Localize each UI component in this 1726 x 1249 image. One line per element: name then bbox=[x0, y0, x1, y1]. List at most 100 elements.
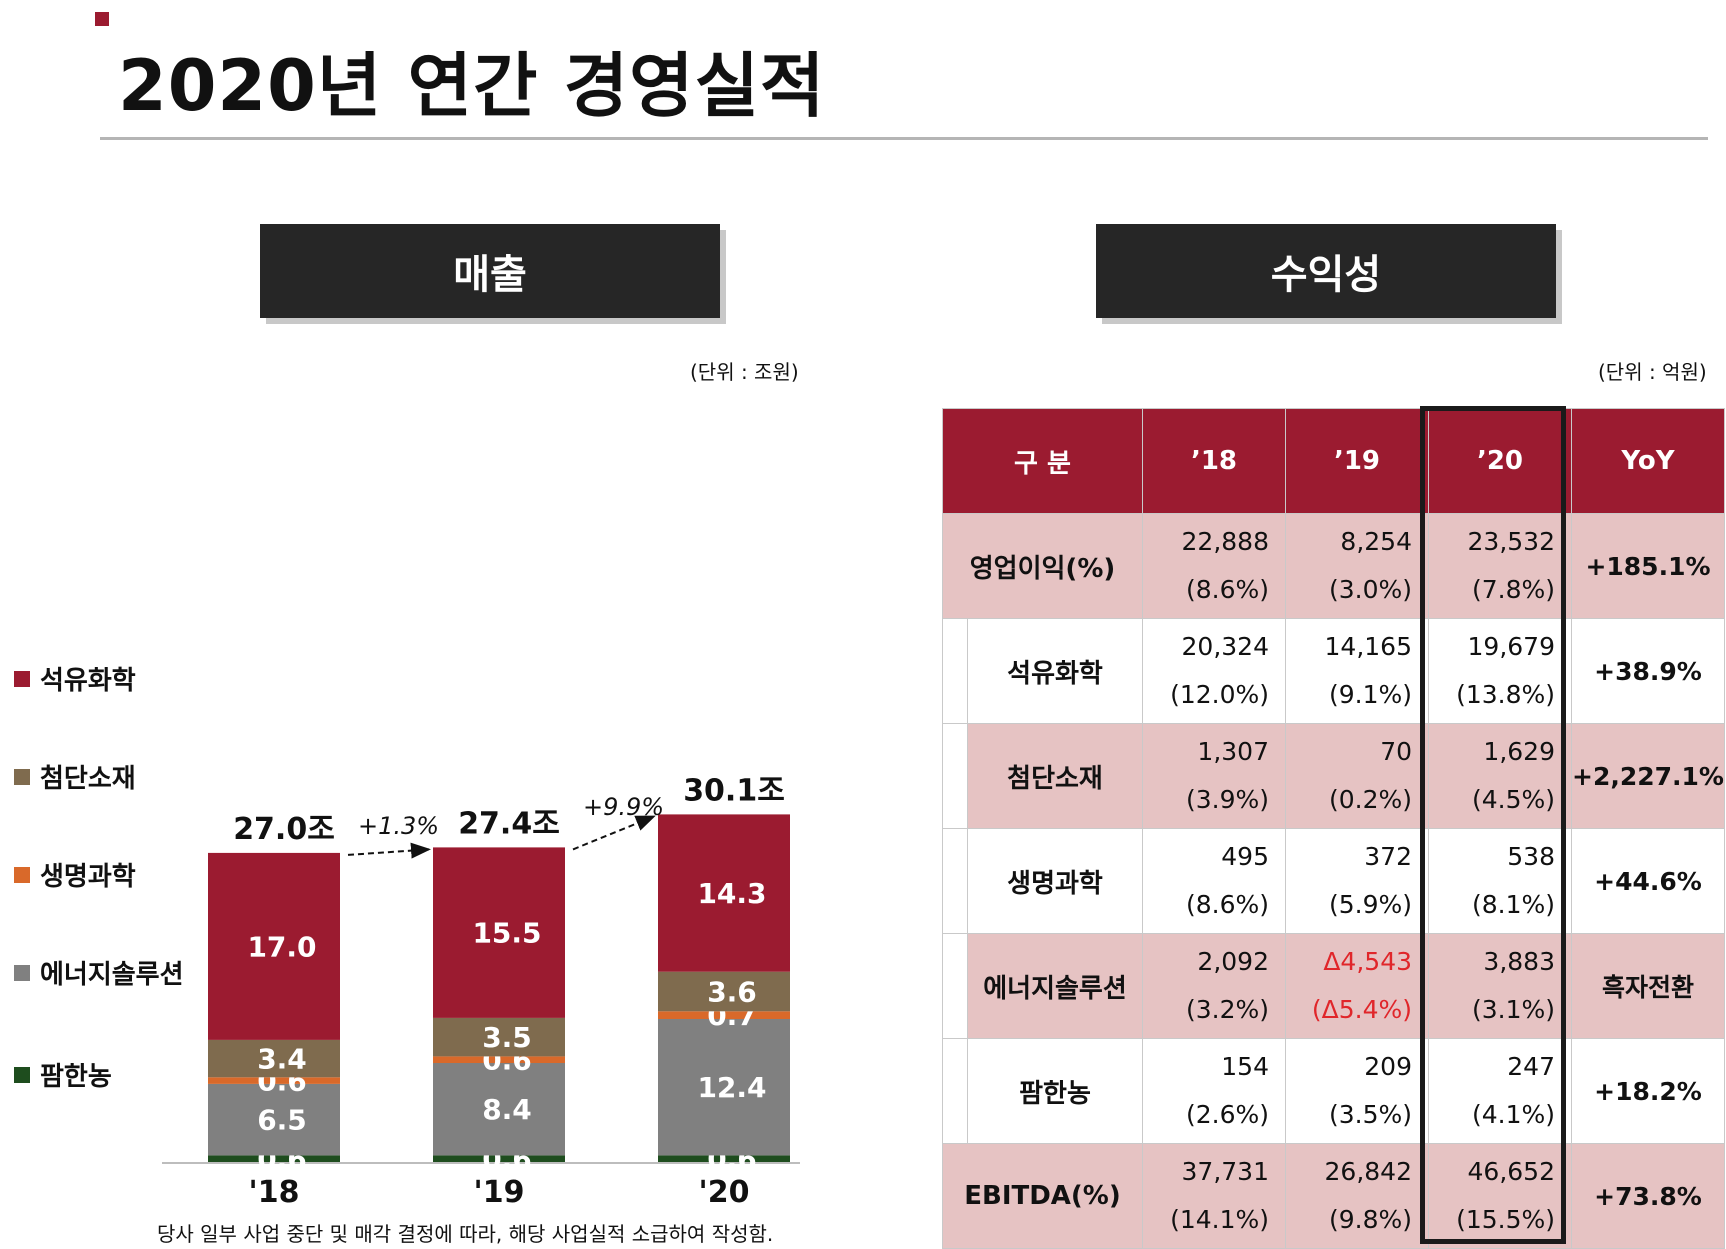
table-row: 에너지솔루션 2,092 (3.2%) Δ4,543 (Δ5.4%) 3,883 (3.1%… bbox=[942, 933, 1725, 1039]
profit-header: 수익성 bbox=[1096, 224, 1556, 318]
data-label: 3.4 bbox=[257, 1043, 307, 1076]
sales-unit-label: (단위 : 조원) bbox=[690, 360, 799, 384]
indent-spacer bbox=[943, 934, 968, 1038]
value-cell: 8,254 (3.0%) bbox=[1285, 513, 1429, 619]
value-cell: 247 (4.1%) bbox=[1428, 1038, 1572, 1144]
col-header-yoy: YoY bbox=[1571, 408, 1725, 514]
legend-item: 에너지솔루션 bbox=[14, 954, 184, 991]
yoy-cell: +44.6% bbox=[1571, 828, 1725, 934]
data-label: 14.3 bbox=[697, 877, 766, 910]
legend-swatch bbox=[14, 1066, 30, 1083]
value-cell: 23,532 (7.8%) bbox=[1428, 513, 1572, 619]
data-label: 8.4 bbox=[482, 1093, 532, 1126]
value-cell: 495 (8.6%) bbox=[1142, 828, 1286, 934]
value-cell: 46,652 (15.5%) bbox=[1428, 1143, 1572, 1249]
table-row: 첨단소재 1,307 (3.9%) 70 (0.2%) 1,629 (4.5%) +2,227… bbox=[942, 723, 1725, 829]
row-label: 석유화학 bbox=[942, 618, 1143, 724]
value-cell: 20,324 (12.0%) bbox=[1142, 618, 1286, 724]
bar-에너지솔루션-2 bbox=[658, 1019, 790, 1156]
data-label: 12.4 bbox=[697, 1071, 766, 1104]
indent-spacer bbox=[943, 1039, 968, 1143]
table-row: EBITDA(%) 37,731 (14.1%) 26,842 (9.8%) 46,652… bbox=[942, 1143, 1725, 1249]
x-tick-label: '18 bbox=[249, 1175, 300, 1210]
yoy-cell: +185.1% bbox=[1571, 513, 1725, 619]
col-header-2020: ’20 bbox=[1428, 408, 1572, 514]
indent-spacer bbox=[943, 619, 968, 723]
growth-arrow bbox=[347, 842, 431, 859]
legend-label: 첨단소재 bbox=[40, 764, 136, 794]
table-row: 석유화학 20,324 (12.0%) 14,165 (9.1%) 19,679 (13.8… bbox=[942, 618, 1725, 724]
bar-석유화학-2 bbox=[658, 814, 790, 972]
legend-label: 생명과학 bbox=[40, 862, 136, 892]
legend-item: 석유화학 bbox=[14, 660, 136, 697]
value-cell: 1,629 (4.5%) bbox=[1428, 723, 1572, 829]
legend-swatch bbox=[14, 964, 30, 981]
bar-에너지솔루션-0 bbox=[208, 1083, 340, 1156]
yoy-cell: +73.8% bbox=[1571, 1143, 1725, 1249]
col-header-2019: ’19 bbox=[1285, 408, 1429, 514]
value-cell: 37,731 (14.1%) bbox=[1142, 1143, 1286, 1249]
value-cell: 538 (8.1%) bbox=[1428, 828, 1572, 934]
data-label: 6.5 bbox=[257, 1104, 307, 1137]
total-label: 30.1조 bbox=[683, 773, 785, 808]
footnote: 당사 일부 사업 중단 및 매각 결정에 따라, 해당 사업실적 소급하여 작성… bbox=[157, 1222, 774, 1246]
x-tick-label: '20 bbox=[699, 1175, 750, 1210]
value-cell: 14,165 (9.1%) bbox=[1285, 618, 1429, 724]
value-cell: Δ4,543 (Δ5.4%) bbox=[1285, 933, 1429, 1039]
yoy-cell: +38.9% bbox=[1571, 618, 1725, 724]
table-row: 생명과학 495 (8.6%) 372 (5.9%) 538 (8.1%) +44.6% bbox=[942, 828, 1725, 934]
row-label: 영업이익(%) bbox=[942, 513, 1143, 619]
legend-item: 첨단소재 bbox=[14, 758, 136, 795]
bar-생명과학-2 bbox=[658, 1011, 790, 1019]
value-cell: 3,883 (3.1%) bbox=[1428, 933, 1572, 1039]
table-row: 팜한농 154 (2.6%) 209 (3.5%) 247 (4.1%) +18.2% bbox=[942, 1038, 1725, 1144]
legend-item: 생명과학 bbox=[14, 856, 136, 893]
total-label: 27.4조 bbox=[458, 806, 560, 841]
value-cell: 209 (3.5%) bbox=[1285, 1038, 1429, 1144]
data-label: 3.6 bbox=[707, 976, 757, 1009]
growth-arrow bbox=[572, 815, 656, 851]
legend-label: 에너지솔루션 bbox=[40, 960, 184, 990]
value-cell: 70 (0.2%) bbox=[1285, 723, 1429, 829]
row-label: 생명과학 bbox=[942, 828, 1143, 934]
x-tick-label: '19 bbox=[474, 1175, 525, 1210]
bar-석유화학-1 bbox=[433, 847, 565, 1018]
bar-팜한농-0 bbox=[208, 1155, 340, 1162]
legend-swatch bbox=[14, 670, 30, 687]
bar-첨단소재-2 bbox=[658, 971, 790, 1012]
bar-생명과학-1 bbox=[433, 1056, 565, 1063]
title-divider bbox=[100, 137, 1708, 140]
legend-swatch bbox=[14, 866, 30, 883]
value-cell: 154 (2.6%) bbox=[1142, 1038, 1286, 1144]
value-cell: 1,307 (3.9%) bbox=[1142, 723, 1286, 829]
bar-첨단소재-0 bbox=[208, 1039, 340, 1078]
row-label: 첨단소재 bbox=[942, 723, 1143, 829]
data-label: 17.0 bbox=[247, 930, 316, 963]
row-label: 에너지솔루션 bbox=[942, 933, 1143, 1039]
page-title: 2020년 연간 경영실적 bbox=[118, 45, 826, 127]
growth-label: +1.3% bbox=[358, 812, 439, 840]
row-label: 팜한농 bbox=[942, 1038, 1143, 1144]
bar-에너지솔루션-1 bbox=[433, 1063, 565, 1156]
profit-unit-label: (단위 : 억원) bbox=[1598, 360, 1707, 384]
value-cell: 2,092 (3.2%) bbox=[1142, 933, 1286, 1039]
indent-spacer bbox=[943, 829, 968, 933]
value-cell: 372 (5.9%) bbox=[1285, 828, 1429, 934]
data-label: 3.5 bbox=[482, 1021, 532, 1054]
value-cell: 26,842 (9.8%) bbox=[1285, 1143, 1429, 1249]
value-cell: 19,679 (13.8%) bbox=[1428, 618, 1572, 724]
sales-stacked-bar-chart: 0.66.50.63.417.0'1827.0조0.68.40.63.515.5… bbox=[162, 773, 800, 1210]
title-marker bbox=[95, 12, 109, 26]
data-label: 15.5 bbox=[472, 917, 541, 950]
col-header-2018: ’18 bbox=[1142, 408, 1286, 514]
bar-석유화학-0 bbox=[208, 852, 340, 1040]
table-row: 영업이익(%) 22,888 (8.6%) 8,254 (3.0%) 23,532 (7.8… bbox=[942, 513, 1725, 619]
bar-첨단소재-1 bbox=[433, 1017, 565, 1057]
total-label: 27.0조 bbox=[233, 812, 335, 847]
yoy-cell: 흑자전환 bbox=[1571, 933, 1725, 1039]
col-header-category: 구 분 bbox=[942, 408, 1143, 514]
bar-팜한농-1 bbox=[433, 1155, 565, 1162]
bar-생명과학-0 bbox=[208, 1077, 340, 1084]
legend-item: 팜한농 bbox=[14, 1056, 112, 1093]
row-label: EBITDA(%) bbox=[942, 1143, 1143, 1249]
